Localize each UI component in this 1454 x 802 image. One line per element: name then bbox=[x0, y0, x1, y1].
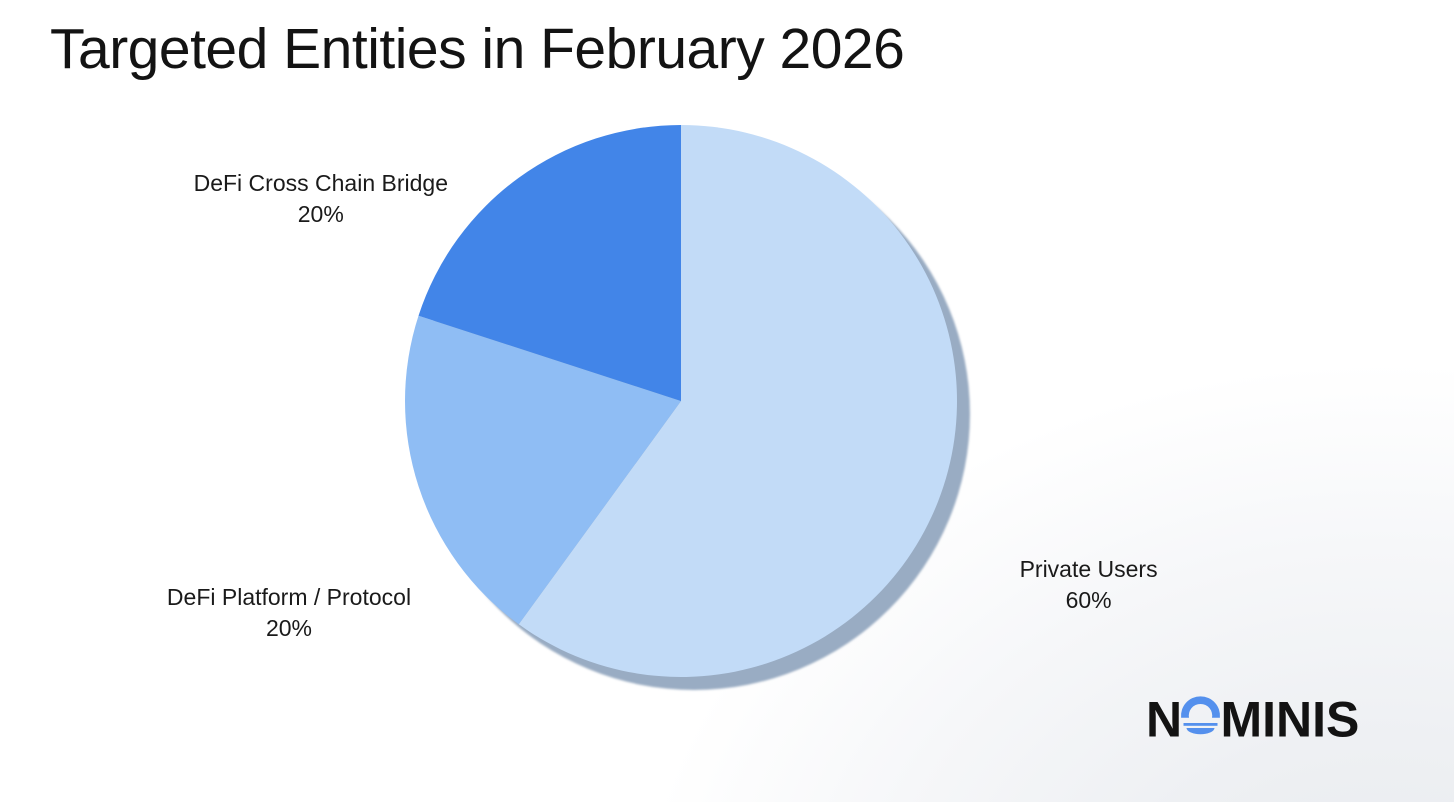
svg-text:MINIS: MINIS bbox=[1221, 692, 1360, 748]
svg-text:N: N bbox=[1146, 692, 1182, 748]
